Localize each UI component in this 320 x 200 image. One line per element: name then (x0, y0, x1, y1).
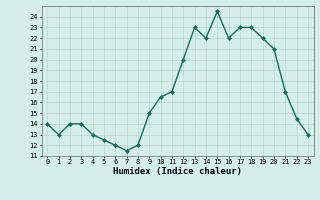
X-axis label: Humidex (Indice chaleur): Humidex (Indice chaleur) (113, 167, 242, 176)
